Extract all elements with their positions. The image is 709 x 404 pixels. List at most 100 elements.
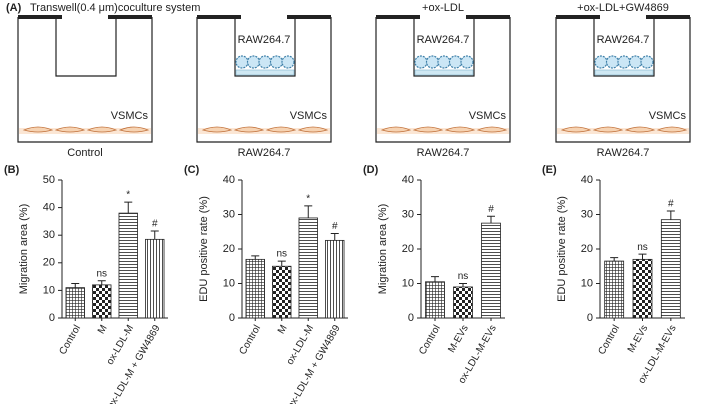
significance-label: # bbox=[152, 219, 158, 230]
y-tick-label: 30 bbox=[223, 208, 235, 220]
insert bbox=[234, 17, 296, 77]
y-tick-label: 10 bbox=[223, 277, 235, 289]
macrophage bbox=[258, 55, 272, 69]
membrane bbox=[414, 69, 474, 76]
macrophage bbox=[235, 55, 249, 69]
y-axis-label: EDU positive rate (%) bbox=[556, 196, 568, 302]
significance-label: # bbox=[488, 204, 494, 215]
macrophage bbox=[437, 55, 451, 69]
x-tick-label: Control bbox=[596, 323, 622, 356]
vsmc bbox=[233, 126, 265, 133]
macrophage bbox=[448, 55, 463, 69]
significance-label: # bbox=[668, 199, 674, 210]
significance-label: ns bbox=[637, 242, 648, 253]
culture-layer bbox=[19, 128, 151, 134]
well bbox=[196, 17, 332, 143]
condition-label: +ox-LDL bbox=[422, 2, 464, 14]
y-tick-label: 10 bbox=[581, 277, 593, 289]
y-tick-label: 0 bbox=[587, 312, 593, 324]
well bbox=[555, 17, 691, 143]
macrophage bbox=[425, 55, 440, 69]
significance-label: ns bbox=[276, 249, 287, 260]
bar bbox=[425, 281, 445, 319]
cell-label: VSMCs bbox=[469, 110, 507, 122]
insert-label: RAW264.7 bbox=[238, 34, 291, 46]
vsmc bbox=[201, 126, 233, 133]
bar bbox=[92, 284, 112, 319]
y-tick-label: 20 bbox=[223, 243, 235, 255]
well bbox=[17, 17, 153, 143]
insert bbox=[55, 17, 117, 77]
membrane bbox=[235, 69, 295, 76]
error-bar bbox=[330, 232, 339, 241]
macrophage bbox=[617, 55, 631, 69]
vsmc bbox=[444, 126, 476, 133]
y-tick-label: 0 bbox=[408, 312, 414, 324]
x-tick-label: M-EVs bbox=[446, 323, 471, 354]
y-tick-label: 20 bbox=[43, 257, 55, 269]
significance-label: * bbox=[126, 190, 130, 201]
y-tick-label: 50 bbox=[43, 174, 55, 186]
cell-label: VSMCs bbox=[290, 110, 328, 122]
insert bbox=[593, 17, 655, 77]
vsmc bbox=[592, 126, 624, 133]
error-bar bbox=[638, 253, 647, 260]
x-tick-label: M-EVs bbox=[626, 323, 651, 354]
y-tick-label: 20 bbox=[581, 243, 593, 255]
vsmc bbox=[118, 126, 150, 133]
y-tick-label: 0 bbox=[229, 312, 235, 324]
x-tick-label: M bbox=[276, 323, 290, 336]
bar bbox=[245, 258, 265, 319]
vsmc bbox=[297, 126, 329, 133]
y-tick-label: 30 bbox=[43, 229, 55, 241]
macrophage bbox=[269, 55, 284, 69]
cell-label: VSMCs bbox=[649, 110, 687, 122]
panel-label: (B) bbox=[4, 164, 20, 176]
bar bbox=[632, 258, 653, 319]
bar bbox=[145, 238, 165, 319]
condition-label: Transwell(0.4 μm)coculture system bbox=[30, 2, 200, 14]
x-tick-label: Control bbox=[417, 323, 443, 356]
macrophage bbox=[246, 55, 261, 69]
y-tick-label: 30 bbox=[581, 208, 593, 220]
bar bbox=[272, 265, 292, 319]
panel-label: (A) bbox=[6, 2, 22, 14]
y-axis-label: EDU positive rate (%) bbox=[198, 196, 210, 302]
bar bbox=[604, 260, 625, 319]
insert-label: RAW264.7 bbox=[417, 34, 470, 46]
error-bar bbox=[487, 215, 495, 224]
culture-layer bbox=[198, 128, 330, 134]
vsmc bbox=[54, 126, 86, 133]
vsmc bbox=[265, 126, 297, 133]
membrane bbox=[594, 69, 654, 76]
y-tick-label: 30 bbox=[402, 208, 414, 220]
error-bar bbox=[251, 255, 260, 260]
y-tick-label: 40 bbox=[402, 174, 414, 186]
vsmc bbox=[86, 126, 118, 133]
bar bbox=[65, 287, 85, 319]
macrophage bbox=[628, 55, 643, 69]
vsmc bbox=[476, 126, 508, 133]
vsmc bbox=[656, 126, 688, 133]
error-bar bbox=[150, 230, 159, 240]
error-bar bbox=[124, 201, 133, 214]
culture-layer bbox=[377, 128, 509, 134]
caption: RAW264.7 bbox=[597, 147, 650, 159]
macrophage bbox=[605, 55, 620, 69]
insert bbox=[413, 17, 475, 77]
culture-layer bbox=[557, 128, 689, 134]
error-bar bbox=[277, 260, 286, 267]
vsmc bbox=[380, 126, 412, 133]
bar bbox=[325, 239, 345, 319]
macrophage bbox=[640, 55, 654, 69]
significance-label: * bbox=[306, 194, 310, 205]
panel-label: (D) bbox=[363, 164, 379, 176]
caption: RAW264.7 bbox=[417, 147, 470, 159]
significance-label: ns bbox=[96, 268, 107, 279]
macrophage bbox=[281, 55, 295, 69]
y-tick-label: 10 bbox=[43, 284, 55, 296]
bar bbox=[298, 217, 318, 319]
condition-label: +ox-LDL+GW4869 bbox=[577, 2, 669, 14]
bar bbox=[453, 286, 473, 319]
